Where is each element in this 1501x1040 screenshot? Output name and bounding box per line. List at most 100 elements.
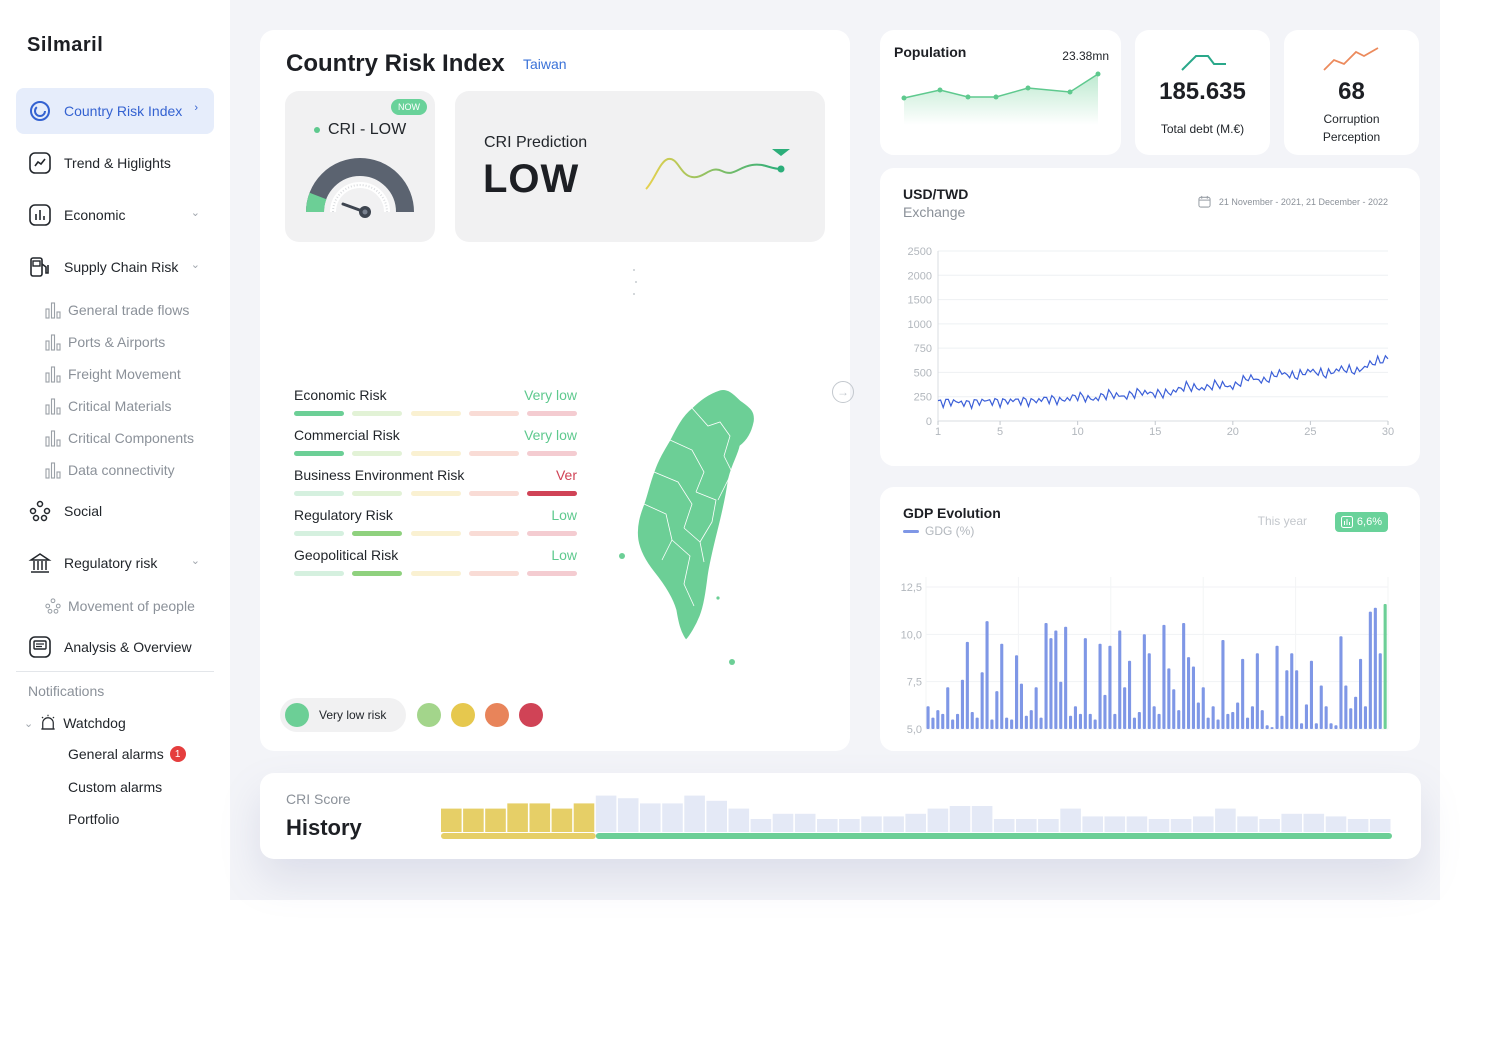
- gdp-bar: [1093, 719, 1097, 729]
- gdp-bar: [1078, 713, 1082, 729]
- risk-level-bar: [352, 411, 403, 416]
- gdp-bar: [1378, 653, 1382, 729]
- legend-dot-high[interactable]: [485, 703, 509, 727]
- prediction-label: CRI Prediction: [484, 134, 588, 151]
- gdp-bar: [1295, 670, 1299, 729]
- legend-dot-medium[interactable]: [451, 703, 475, 727]
- next-arrow-icon[interactable]: →: [832, 381, 854, 403]
- sidebar-subitem[interactable]: Critical Components: [44, 427, 194, 449]
- date-range-picker[interactable]: 21 November - 2021, 21 December - 2022: [1198, 195, 1388, 208]
- risk-level-bar: [527, 451, 577, 456]
- risk-level-bar: [468, 571, 519, 576]
- chevron-down-icon: ⌄: [190, 259, 200, 271]
- history-bar: [1038, 819, 1059, 832]
- history-bar: [463, 808, 484, 832]
- gdp-bar: [1211, 706, 1215, 729]
- sidebar-subitem[interactable]: General trade flows: [44, 299, 189, 321]
- sidebar-item-regulatory[interactable]: Regulatory risk ⌄: [16, 540, 214, 586]
- legend-dot-low[interactable]: [417, 703, 441, 727]
- alarm-item-portfolio[interactable]: Portfolio: [68, 811, 119, 827]
- gdp-bar: [1309, 660, 1313, 729]
- y-tick-label: 750: [914, 343, 932, 355]
- gdp-bar: [975, 717, 979, 729]
- cri-gauge-box: NOW CRI - LOW: [285, 91, 435, 242]
- gdp-bar: [1196, 702, 1200, 729]
- gdp-bar: [1044, 623, 1048, 729]
- sidebar-item-economic[interactable]: Economic ⌄: [16, 192, 214, 238]
- x-tick-label: 20: [1227, 426, 1239, 438]
- sidebar-item-label: Supply Chain Risk: [64, 259, 179, 275]
- gdp-bar: [1319, 685, 1323, 729]
- legend-dot-very-high[interactable]: [519, 703, 543, 727]
- sidebar-item-trend[interactable]: Trend & Higlights: [16, 140, 214, 186]
- taiwan-map[interactable]: [600, 260, 840, 680]
- alarm-item-custom[interactable]: Custom alarms: [68, 779, 162, 795]
- total-debt-label: Total debt (M.€): [1160, 122, 1245, 136]
- app-logo: Silmaril: [27, 34, 104, 56]
- sidebar-item-country-risk-index[interactable]: Country Risk Index ›: [16, 88, 214, 134]
- chevron-right-icon: ›: [194, 102, 198, 114]
- y-tick-label: 10,0: [901, 629, 922, 641]
- sidebar-subitem-movement-of-people[interactable]: Movement of people: [44, 595, 195, 617]
- sidebar-subitem[interactable]: Ports & Airports: [44, 331, 165, 353]
- history-bar: [1148, 819, 1170, 832]
- gdp-bar: [1275, 645, 1279, 729]
- gdp-bar: [1142, 634, 1146, 729]
- risk-level: Low: [551, 547, 577, 563]
- report-icon: [28, 635, 52, 659]
- bar-chart-icon: [44, 333, 62, 351]
- this-year-label: This year: [1257, 514, 1307, 528]
- gdp-bar: [970, 712, 974, 729]
- gdp-bar: [1363, 706, 1367, 729]
- gdp-bar: [1000, 643, 1004, 729]
- sidebar-item-supply-chain[interactable]: Supply Chain Risk ⌄: [16, 244, 214, 290]
- risk-level-bar: [294, 491, 344, 496]
- gdp-bar: [1108, 645, 1112, 729]
- gdp-bar: [1206, 717, 1210, 729]
- risk-level-bars: [294, 451, 577, 456]
- country-link[interactable]: Taiwan: [523, 56, 567, 72]
- x-tick-label: 30: [1382, 426, 1394, 438]
- history-bar: [728, 808, 750, 832]
- sidebar-item-label: Country Risk Index: [64, 103, 183, 119]
- sidebar-subitem[interactable]: Critical Materials: [44, 395, 171, 417]
- history-bar: [529, 803, 551, 832]
- gdp-bar: [1201, 687, 1205, 729]
- gdp-bar: [1221, 640, 1225, 729]
- sidebar-subitem[interactable]: Freight Movement: [44, 363, 181, 385]
- gdp-bar: [1334, 725, 1338, 729]
- risk-level-bar: [527, 491, 577, 496]
- gauge-dial-icon: [306, 158, 414, 218]
- risk-level: Very low: [524, 387, 577, 403]
- risk-level-bar: [352, 491, 403, 496]
- bar-chart-icon: [44, 461, 62, 479]
- gdp-bar: [1226, 713, 1230, 729]
- legend-label: Very low risk: [319, 708, 387, 722]
- corruption-value: 68: [1338, 78, 1365, 105]
- sidebar-subitem[interactable]: Data connectivity: [44, 459, 175, 481]
- alarm-item-general[interactable]: General alarms 1: [68, 746, 186, 762]
- gdp-bar: [1088, 713, 1092, 729]
- sidebar-item-social[interactable]: Social: [16, 488, 214, 534]
- watchdog-toggle[interactable]: ⌄ Watchdog: [24, 714, 126, 732]
- gdp-bar: [1137, 712, 1141, 729]
- gdp-bar: [1073, 706, 1077, 729]
- gdp-bar: [1167, 668, 1171, 729]
- y-tick-label: 0: [926, 416, 932, 428]
- risk-legend-pill[interactable]: Very low risk: [280, 698, 406, 732]
- chevron-down-icon: ⌄: [190, 555, 200, 567]
- gdp-bar: [931, 717, 935, 729]
- exchange-subtitle: Exchange: [903, 204, 966, 220]
- history-progress-green: [595, 833, 1392, 839]
- gdp-bar: [1216, 719, 1220, 729]
- gdp-bar-chart: 5,0 7,5 10,0 12,5: [901, 577, 1389, 736]
- gdp-bar: [1152, 706, 1156, 729]
- history-bar: [971, 806, 993, 832]
- gdp-bar: [1123, 687, 1127, 729]
- sidebar-item-analysis[interactable]: Analysis & Overview: [16, 624, 214, 670]
- history-bar: [485, 808, 506, 832]
- gdp-bar: [1024, 715, 1028, 729]
- history-bar: [993, 819, 1015, 832]
- gdp-bar: [1304, 704, 1308, 729]
- gdp-bar: [965, 641, 969, 729]
